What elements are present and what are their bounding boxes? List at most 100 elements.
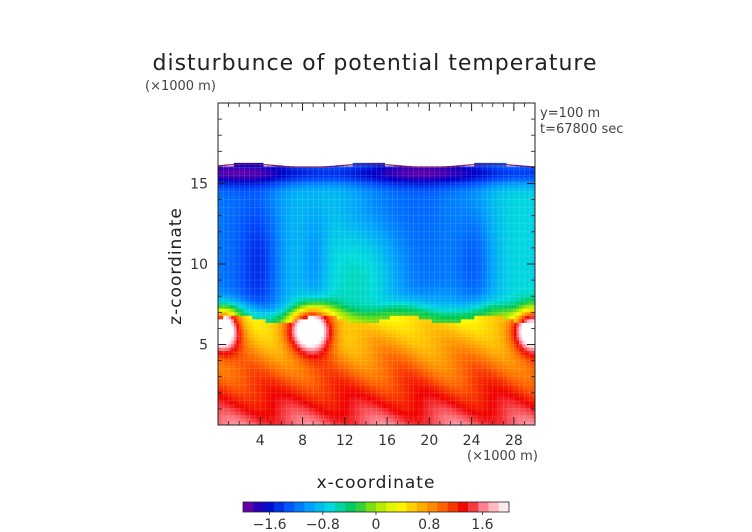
field-cell [278, 279, 282, 284]
field-cell [223, 336, 227, 341]
field-cell [326, 347, 330, 352]
field-cell [233, 262, 238, 267]
field-cell [318, 308, 322, 313]
field-cell [352, 311, 356, 316]
field-cell [315, 169, 319, 175]
field-cell [218, 198, 222, 203]
field-cell [355, 301, 359, 306]
field-cell [310, 368, 314, 373]
field-cell [321, 184, 325, 189]
field-cell [260, 177, 264, 182]
field-cell [355, 417, 359, 423]
field-cell [252, 244, 256, 249]
field-cell [291, 223, 296, 228]
field-cell [284, 205, 288, 210]
field-cell [321, 237, 325, 242]
field-cell [318, 350, 322, 355]
field-cell [310, 410, 314, 415]
field-cell [342, 357, 346, 362]
field-cell [310, 265, 314, 270]
field-cell [247, 177, 251, 182]
field-cell [350, 166, 354, 171]
field-cell [360, 269, 364, 274]
field-cell [291, 254, 296, 260]
field-cell [220, 198, 224, 203]
field-cell [334, 386, 338, 391]
field-cell [231, 393, 235, 398]
field-cell [315, 347, 319, 352]
field-cell [315, 343, 319, 348]
field-cell [328, 233, 333, 238]
field-cell [360, 233, 364, 238]
field-cell [241, 177, 246, 182]
field-cell [289, 318, 293, 323]
field-cell [294, 272, 298, 277]
field-cell [265, 169, 269, 175]
field-cell [228, 371, 232, 377]
field-cell [270, 407, 275, 412]
field-cell [231, 417, 235, 423]
field-cell [225, 265, 230, 270]
field-cell [313, 272, 317, 277]
field-cell [262, 223, 267, 228]
field-cell [286, 216, 290, 221]
field-cell [247, 223, 251, 228]
field-cell [358, 208, 362, 214]
field-cell [225, 357, 230, 362]
field-cell [244, 180, 248, 185]
field-cell [328, 407, 333, 412]
field-cell [328, 371, 333, 377]
field-cell [310, 191, 314, 196]
field-cell [270, 254, 275, 260]
field-cell [318, 286, 322, 291]
field-cell [233, 276, 238, 281]
field-cell [358, 417, 362, 423]
field-cell [252, 198, 256, 203]
field-cell [268, 279, 272, 284]
field-cell [342, 226, 346, 231]
field-cell [297, 219, 301, 224]
field-cell [352, 361, 356, 366]
field-cell [270, 262, 275, 267]
field-cell [265, 339, 269, 345]
field-cell [270, 216, 275, 221]
field-cell [260, 347, 264, 352]
field-cell [262, 269, 267, 274]
field-cell [273, 279, 277, 284]
field-cell [313, 216, 317, 221]
field-cell [305, 173, 309, 178]
field-cell [326, 205, 330, 210]
field-cell [315, 254, 319, 260]
field-cell [231, 350, 235, 355]
field-cell [368, 201, 372, 206]
field-cell [352, 354, 356, 359]
field-cell [368, 262, 372, 267]
field-cell [313, 226, 317, 231]
field-cell [365, 254, 370, 260]
field-cell [231, 173, 235, 178]
field-cell [326, 216, 330, 221]
field-cell [225, 201, 230, 206]
field-cell [236, 304, 240, 309]
field-cell [307, 254, 312, 260]
field-cell [350, 219, 354, 224]
field-cell [276, 205, 280, 210]
field-cell [254, 354, 259, 359]
field-cell [334, 389, 338, 394]
field-cell [371, 191, 375, 196]
field-cell [236, 247, 240, 253]
field-cell [281, 272, 285, 277]
field-cell [247, 339, 251, 345]
field-cell [223, 226, 227, 231]
field-cell [252, 361, 256, 366]
field-cell [249, 347, 253, 352]
field-cell [257, 173, 261, 178]
field-cell [297, 201, 301, 206]
field-cell [257, 187, 261, 192]
field-cell [315, 201, 319, 206]
field-cell [302, 212, 306, 217]
field-cell [352, 276, 356, 281]
field-cell [236, 414, 240, 419]
field-cell [247, 191, 251, 196]
field-cell [260, 166, 264, 171]
